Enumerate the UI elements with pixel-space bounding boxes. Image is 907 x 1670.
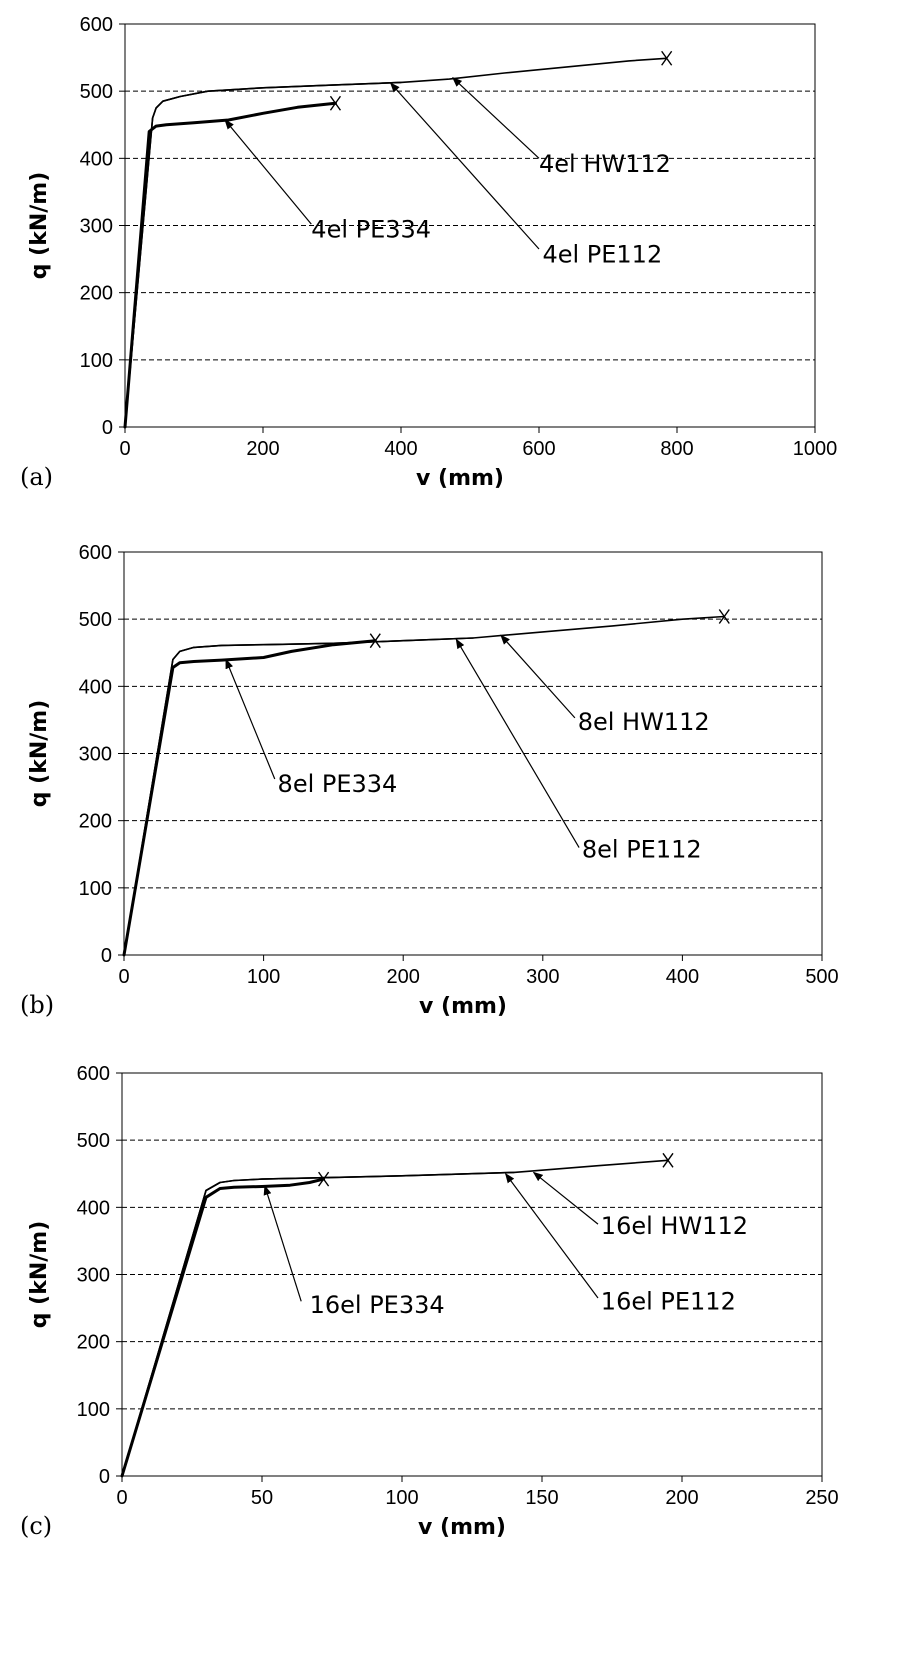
annotation-arrow [263, 1184, 302, 1302]
annotation-label: 16el PE334 [310, 1291, 445, 1319]
y-tick-label: 200 [80, 283, 113, 305]
y-tick-label: 200 [77, 1332, 110, 1354]
annotation-arrow [505, 1172, 599, 1299]
end-marker-x [329, 95, 342, 111]
series-line-16el-pe334 [120, 1177, 326, 1478]
x-tick-label: 100 [247, 966, 280, 988]
annotation-label: 8el PE112 [582, 836, 702, 864]
y-tick-label: 300 [80, 216, 113, 238]
x-axis-title: v (mm) [419, 994, 507, 1019]
series-line-8el-pe112 [123, 637, 474, 956]
x-tick-label: 400 [384, 438, 417, 460]
series-line-8el-hw112 [123, 615, 726, 956]
series-line-16el-pe112 [121, 1171, 515, 1477]
end-marker-x [662, 1152, 674, 1168]
x-tick-label: 200 [665, 1487, 698, 1509]
x-tick-label: 500 [805, 966, 838, 988]
panel-a: 0 100 200 300 400 500 600 0 200 400 600 800 1000 v (m… [20, 14, 837, 491]
panel-b: 0 100 200 300 400 500 600 0 100 200 300 400 500 v (mm… [20, 542, 839, 1019]
y-tick-label: 600 [80, 14, 113, 36]
y-tick-label: 400 [79, 676, 112, 698]
x-tick-label: 800 [660, 438, 693, 460]
end-marker-x [661, 50, 673, 66]
series-line-8el-pe334 [122, 639, 377, 957]
annotation-arrow [532, 1171, 599, 1225]
y-tick-label: 300 [79, 744, 112, 766]
annotation-arrow [452, 77, 540, 159]
x-tick-label: 400 [666, 966, 699, 988]
annotation-label: 8el PE334 [278, 770, 398, 798]
end-marker-x [718, 609, 730, 624]
annotation-label: 4el PE334 [311, 216, 431, 244]
y-axis-title: q (kN/m) [27, 1221, 52, 1329]
y-tick-label: 500 [80, 81, 113, 103]
x-tick-label: 50 [251, 1487, 273, 1509]
y-axis-title: q (kN/m) [27, 172, 52, 280]
y-tick-label: 500 [79, 609, 112, 631]
y-tick-label: 100 [77, 1399, 110, 1421]
y-tick-label: 200 [79, 811, 112, 833]
y-tick-label: 100 [79, 878, 112, 900]
x-tick-label: 300 [526, 966, 559, 988]
annotation-arrow [455, 638, 580, 848]
end-marker-x [318, 1171, 330, 1187]
y-tick-label: 100 [80, 350, 113, 372]
y-tick-label: 400 [80, 148, 113, 170]
y-tick-label: 0 [99, 1466, 110, 1488]
annotation-label: 16el HW112 [601, 1212, 748, 1240]
annotation-arrow [500, 634, 576, 719]
x-tick-label: 1000 [793, 438, 838, 460]
y-tick-label: 400 [77, 1197, 110, 1219]
annotation-label: 4el PE112 [542, 240, 662, 268]
annotation-label: 8el HW112 [578, 708, 710, 736]
y-tick-label: 0 [102, 417, 113, 439]
x-tick-label: 150 [525, 1487, 558, 1509]
y-tick-label: 500 [77, 1130, 110, 1152]
x-tick-label: 0 [116, 1487, 127, 1509]
x-axis-title: v (mm) [418, 1515, 506, 1540]
x-tick-label: 200 [387, 966, 420, 988]
series-line-4el-pe112 [124, 81, 402, 428]
end-marker-x [369, 633, 381, 649]
y-tick-label: 600 [79, 542, 112, 564]
y-tick-label: 0 [101, 945, 112, 967]
y-tick-label: 300 [77, 1265, 110, 1287]
x-tick-label: 100 [385, 1487, 418, 1509]
panel-c: 0 100 200 300 400 500 600 0 50 100 150 200 250 v (mm)… [20, 1063, 839, 1540]
x-axis-title: v (mm) [416, 466, 504, 491]
y-tick-label: 600 [77, 1063, 110, 1085]
x-tick-label: 600 [522, 438, 555, 460]
x-tick-label: 0 [119, 438, 130, 460]
panel-label: (c) [20, 1512, 52, 1540]
annotation-arrow [389, 82, 540, 250]
x-tick-label: 200 [246, 438, 279, 460]
y-axis-title: q (kN/m) [27, 700, 52, 808]
annotation-arrow [225, 658, 276, 780]
panel-label: (a) [20, 463, 53, 491]
x-tick-label: 250 [805, 1487, 838, 1509]
panel-label: (b) [20, 991, 54, 1019]
series-line-4el-pe334 [123, 101, 337, 429]
annotation-label: 4el HW112 [539, 150, 671, 178]
annotation-arrow [224, 119, 312, 225]
x-tick-label: 0 [118, 966, 129, 988]
annotation-label: 16el PE112 [601, 1287, 736, 1315]
